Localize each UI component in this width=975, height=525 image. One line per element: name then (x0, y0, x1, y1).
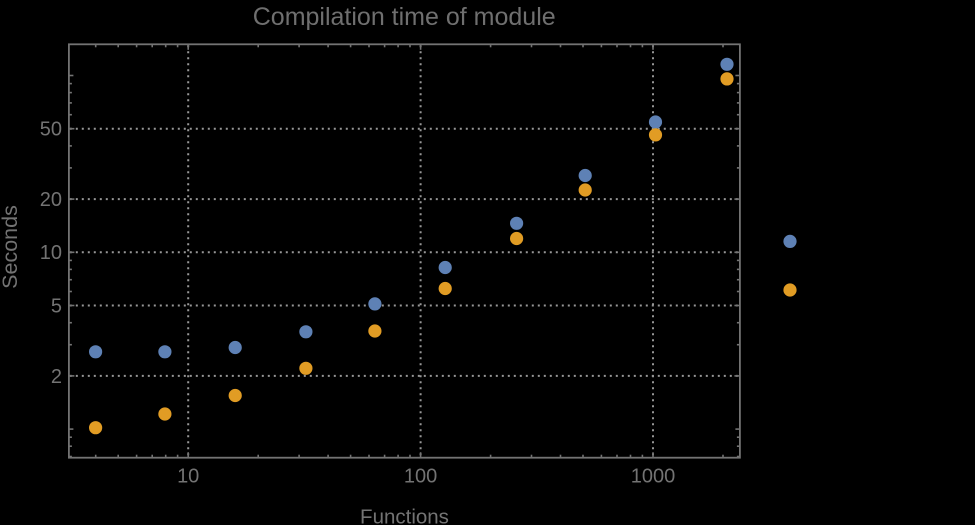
svg-text:2: 2 (51, 366, 62, 388)
svg-text:5: 5 (51, 295, 62, 317)
svg-text:Seconds: Seconds (0, 205, 22, 289)
svg-text:Functions: Functions (360, 505, 449, 525)
svg-text:10: 10 (40, 242, 62, 264)
svg-text:Compilation time of module: Compilation time of module (253, 3, 556, 31)
svg-text:10: 10 (177, 466, 199, 488)
svg-text:1000: 1000 (631, 466, 676, 488)
svg-text:100: 100 (404, 466, 437, 488)
svg-text:50: 50 (40, 119, 62, 141)
svg-text:20: 20 (40, 189, 62, 211)
